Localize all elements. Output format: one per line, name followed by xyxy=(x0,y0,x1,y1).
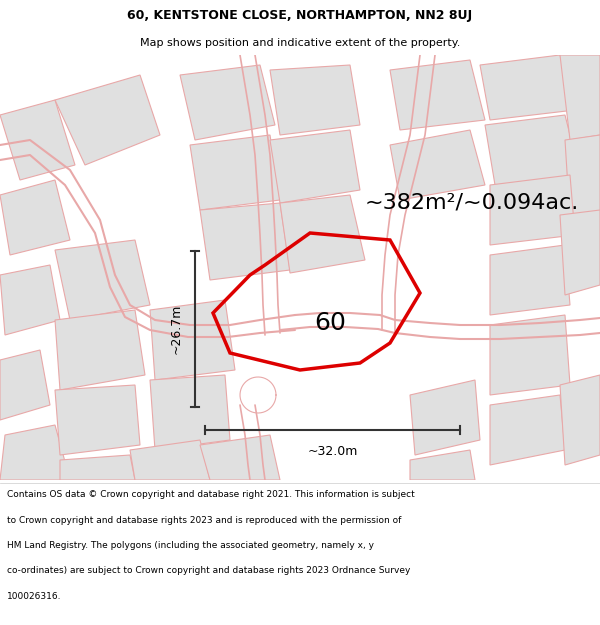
Polygon shape xyxy=(270,130,360,203)
Polygon shape xyxy=(190,135,280,210)
Polygon shape xyxy=(0,350,50,420)
Polygon shape xyxy=(280,195,365,273)
Polygon shape xyxy=(410,450,475,480)
Polygon shape xyxy=(55,310,145,390)
Polygon shape xyxy=(0,265,60,335)
Polygon shape xyxy=(270,65,360,135)
Text: Map shows position and indicative extent of the property.: Map shows position and indicative extent… xyxy=(140,38,460,48)
Polygon shape xyxy=(560,375,600,465)
Text: ~32.0m: ~32.0m xyxy=(307,445,358,458)
Polygon shape xyxy=(0,100,75,180)
Polygon shape xyxy=(480,55,575,120)
Text: ~26.7m: ~26.7m xyxy=(170,304,183,354)
Polygon shape xyxy=(410,380,480,455)
Polygon shape xyxy=(490,315,570,395)
Polygon shape xyxy=(200,435,280,480)
Polygon shape xyxy=(55,75,160,165)
Polygon shape xyxy=(490,175,575,245)
Polygon shape xyxy=(390,60,485,130)
Polygon shape xyxy=(560,210,600,295)
Text: 100026316.: 100026316. xyxy=(7,592,62,601)
Polygon shape xyxy=(560,55,600,140)
Polygon shape xyxy=(55,240,150,320)
Text: 60: 60 xyxy=(314,311,346,335)
Polygon shape xyxy=(0,180,70,255)
Polygon shape xyxy=(565,135,600,220)
Polygon shape xyxy=(150,300,235,380)
Text: 60, KENTSTONE CLOSE, NORTHAMPTON, NN2 8UJ: 60, KENTSTONE CLOSE, NORTHAMPTON, NN2 8U… xyxy=(127,9,473,22)
Polygon shape xyxy=(0,425,70,480)
Polygon shape xyxy=(390,130,485,200)
Polygon shape xyxy=(130,440,210,480)
Polygon shape xyxy=(200,203,290,280)
Polygon shape xyxy=(150,375,230,450)
Polygon shape xyxy=(485,115,580,185)
Text: HM Land Registry. The polygons (including the associated geometry, namely x, y: HM Land Registry. The polygons (includin… xyxy=(7,541,374,550)
Polygon shape xyxy=(490,245,570,315)
Polygon shape xyxy=(180,65,275,140)
Text: Contains OS data © Crown copyright and database right 2021. This information is : Contains OS data © Crown copyright and d… xyxy=(7,490,415,499)
Text: co-ordinates) are subject to Crown copyright and database rights 2023 Ordnance S: co-ordinates) are subject to Crown copyr… xyxy=(7,566,410,575)
Polygon shape xyxy=(55,385,140,455)
Polygon shape xyxy=(490,395,565,465)
Polygon shape xyxy=(60,455,135,480)
Text: to Crown copyright and database rights 2023 and is reproduced with the permissio: to Crown copyright and database rights 2… xyxy=(7,516,401,524)
Text: ~382m²/~0.094ac.: ~382m²/~0.094ac. xyxy=(365,193,579,213)
